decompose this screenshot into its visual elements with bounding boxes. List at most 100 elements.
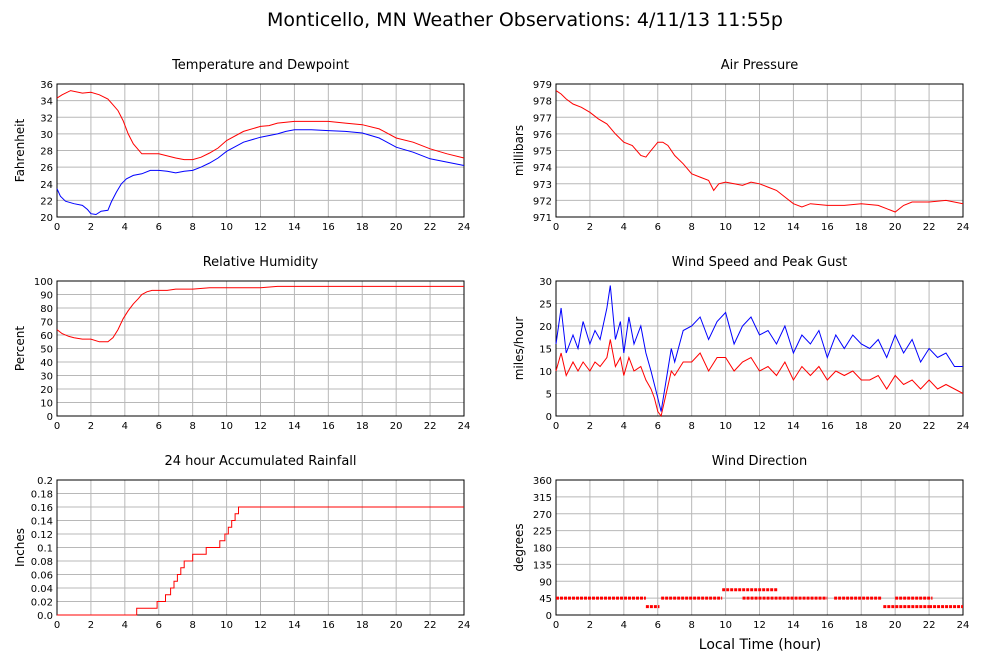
x-tick-label: 22 <box>923 222 936 233</box>
panel-temperature: 0 2 4 6 8 10 12 14 16 18 20 22 24202224262830323436T… <box>13 58 470 233</box>
chart-title-rainfall: 24 hour Accumulated Rainfall <box>164 454 356 469</box>
x-tick-label: 6 <box>156 421 162 432</box>
y-tick-label: 25 <box>539 300 552 311</box>
y-tick-label: 975 <box>533 147 552 158</box>
y-axis-label-pressure: millibars <box>512 125 526 176</box>
x-tick-label: 22 <box>424 620 437 631</box>
y-tick-label: 977 <box>533 113 552 124</box>
y-tick-label: 135 <box>533 560 552 571</box>
plot-frame <box>56 280 465 417</box>
x-tick-label: 8 <box>189 222 195 233</box>
x-tick-label: 6 <box>655 620 661 631</box>
x-tick-label: 10 <box>220 222 233 233</box>
series-line-1 <box>555 285 963 412</box>
x-tick-label: 10 <box>220 421 233 432</box>
y-tick-label: 315 <box>533 493 552 504</box>
x-tick-label: 0 <box>553 620 559 631</box>
y-axis-label-humidity: Percent <box>13 326 27 371</box>
x-tick-label: 4 <box>621 620 627 631</box>
x-tick-label: 8 <box>688 620 694 631</box>
series-line-1 <box>56 285 464 343</box>
x-tick-label: 16 <box>322 421 335 432</box>
plot-frame <box>56 479 465 616</box>
x-tick-label: 6 <box>156 222 162 233</box>
x-tick-label: 0 <box>553 222 559 233</box>
x-tick-label: 4 <box>621 222 627 233</box>
y-tick-label: 34 <box>40 97 53 108</box>
x-tick-label: 6 <box>655 421 661 432</box>
x-tick-label: 24 <box>458 222 471 233</box>
x-tick-label: 2 <box>587 620 593 631</box>
x-tick-label: 24 <box>957 222 970 233</box>
y-tick-label: 0 <box>546 611 552 622</box>
x-tick-label: 18 <box>855 421 868 432</box>
y-tick-label: 0.08 <box>31 557 53 568</box>
y-tick-label: 10 <box>40 399 53 410</box>
chart-title-pressure: Air Pressure <box>721 58 799 73</box>
x-tick-label: 18 <box>356 421 369 432</box>
series-line-2 <box>56 129 465 216</box>
x-tick-label: 12 <box>753 222 766 233</box>
x-tick-label: 14 <box>787 222 800 233</box>
x-tick-label: 22 <box>424 222 437 233</box>
y-tick-label: 979 <box>533 80 552 91</box>
y-tick-label: 976 <box>533 130 552 141</box>
y-tick-label: 0.2 <box>37 476 53 487</box>
y-tick-label: 10 <box>539 367 552 378</box>
y-tick-label: 360 <box>533 476 552 487</box>
page-title: Monticello, MN Weather Observations: 4/1… <box>267 9 783 31</box>
x-tick-label: 22 <box>923 421 936 432</box>
x-tick-label: 20 <box>390 222 403 233</box>
x-tick-label: 0 <box>54 620 60 631</box>
x-tick-label: 24 <box>957 620 970 631</box>
panel-wind_direction: 0 2 4 6 8 10 12 14 16 18 20 22 240459013518022527031… <box>512 454 969 631</box>
plot-frame <box>555 479 964 616</box>
y-tick-label: 180 <box>533 544 552 555</box>
x-tick-label: 12 <box>254 620 267 631</box>
x-tick-label: 2 <box>88 222 94 233</box>
chart-title-wind_direction: Wind Direction <box>712 454 808 469</box>
chart-title-wind_speed: Wind Speed and Peak Gust <box>672 255 847 270</box>
y-tick-label: 30 <box>539 277 552 288</box>
x-tick-label: 2 <box>587 421 593 432</box>
x-tick-label: 2 <box>587 222 593 233</box>
x-tick-label: 14 <box>288 222 301 233</box>
x-tick-label: 4 <box>122 620 128 631</box>
x-tick-label: 18 <box>356 620 369 631</box>
x-tick-label: 20 <box>390 620 403 631</box>
x-tick-label: 8 <box>189 620 195 631</box>
y-tick-label: 0.18 <box>31 490 53 501</box>
x-tick-label: 4 <box>621 421 627 432</box>
y-tick-label: 30 <box>40 130 53 141</box>
chart-title-temperature: Temperature and Dewpoint <box>171 58 349 73</box>
x-tick-label: 8 <box>189 421 195 432</box>
x-tick-label: 16 <box>821 222 834 233</box>
x-tick-label: 24 <box>458 421 471 432</box>
x-tick-label: 20 <box>889 620 902 631</box>
y-tick-label: 20 <box>40 385 53 396</box>
y-tick-label: 971 <box>533 213 552 224</box>
y-axis-label-wind_speed: miles/hour <box>512 317 526 381</box>
y-tick-label: 973 <box>533 180 552 191</box>
y-axis-label-temperature: Fahrenheit <box>13 118 27 182</box>
x-tick-label: 2 <box>88 620 94 631</box>
x-tick-label: 20 <box>889 421 902 432</box>
y-tick-label: 0.14 <box>31 517 53 528</box>
y-tick-label: 5 <box>546 390 552 401</box>
y-tick-label: 225 <box>533 527 552 538</box>
y-tick-label: 26 <box>40 163 53 174</box>
x-tick-label: 18 <box>356 222 369 233</box>
x-tick-label: 2 <box>88 421 94 432</box>
y-tick-label: 30 <box>40 372 53 383</box>
x-tick-label: 16 <box>821 620 834 631</box>
x-tick-label: 0 <box>553 421 559 432</box>
x-tick-label: 4 <box>122 421 128 432</box>
y-tick-label: 40 <box>40 358 53 369</box>
y-tick-label: 90 <box>40 291 53 302</box>
y-axis-label-wind_direction: degrees <box>512 523 526 571</box>
y-tick-label: 32 <box>40 113 53 124</box>
y-tick-label: 28 <box>40 147 53 158</box>
x-tick-label: 8 <box>688 421 694 432</box>
